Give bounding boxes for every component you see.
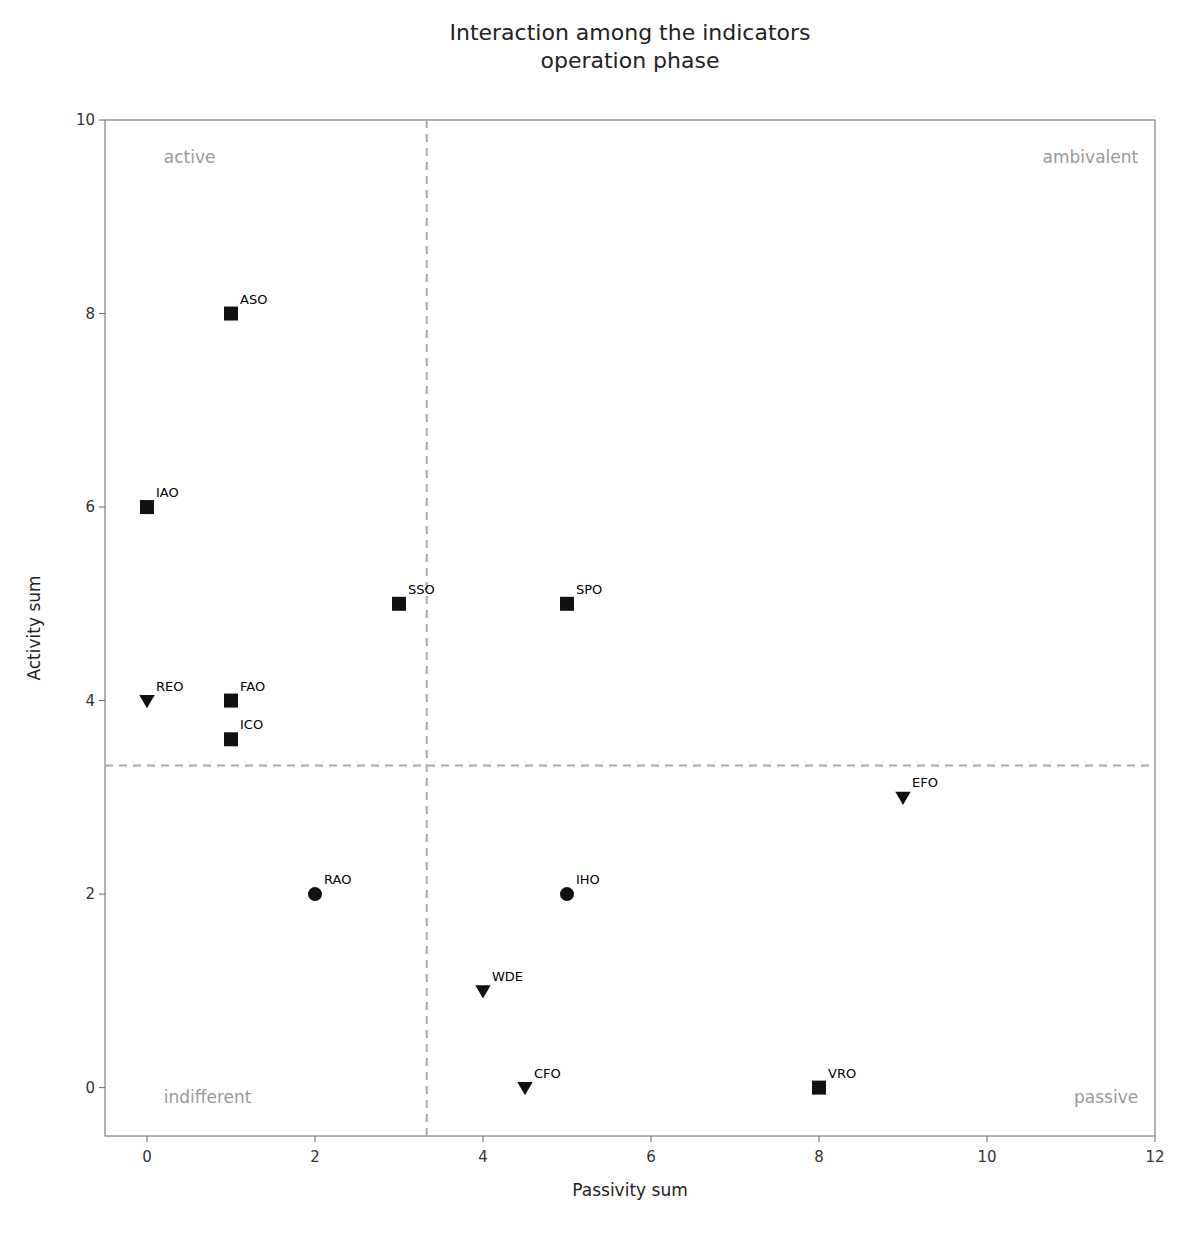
point-label: RAO [324, 872, 351, 887]
y-tick-label: 6 [85, 498, 95, 516]
quadrant-label: active [164, 147, 216, 167]
point [139, 695, 154, 708]
point-label: IHO [576, 872, 600, 887]
plot-frame [105, 120, 1155, 1136]
point [308, 887, 322, 901]
y-tick [99, 1087, 105, 1088]
quadrant-label: ambivalent [1043, 147, 1139, 167]
point [392, 597, 406, 611]
y-tick [99, 507, 105, 508]
point-label: REO [156, 679, 183, 694]
x-tick [651, 1136, 652, 1142]
y-tick [99, 700, 105, 701]
point [140, 500, 154, 514]
plot-area [105, 120, 1155, 1136]
y-tick-label: 10 [76, 111, 95, 129]
x-tick-label: 6 [646, 1148, 656, 1166]
title-line: operation phase [540, 48, 719, 73]
background [0, 0, 1195, 1236]
point-label: FAO [240, 679, 265, 694]
x-tick [987, 1136, 988, 1142]
chart: Interaction among the indicators operatio… [0, 0, 1195, 1236]
point [812, 1081, 826, 1095]
reference-line-vertical [426, 120, 428, 1136]
quadrant-label: passive [1074, 1087, 1138, 1107]
x-tick-label: 10 [977, 1148, 996, 1166]
point-label: SSO [408, 582, 435, 597]
x-tick-label: 4 [478, 1148, 488, 1166]
point-label: SPO [576, 582, 602, 597]
x-tick [147, 1136, 148, 1142]
point-label: IAO [156, 485, 179, 500]
x-tick-label: 8 [814, 1148, 824, 1166]
y-tick-label: 0 [85, 1079, 95, 1097]
reference-line-horizontal [105, 764, 1155, 766]
x-tick-label: 0 [142, 1148, 152, 1166]
point [560, 887, 574, 901]
point [224, 732, 238, 746]
point [224, 694, 238, 708]
x-tick-label: 12 [1145, 1148, 1164, 1166]
y-tick-label: 4 [85, 692, 95, 710]
title-line: Interaction among the indicators [449, 20, 810, 45]
y-tick [99, 894, 105, 895]
point-label: VRO [828, 1066, 856, 1081]
point-label: WDE [492, 969, 523, 984]
y-tick [99, 120, 105, 121]
x-tick-label: 2 [310, 1148, 320, 1166]
y-tick-label: 8 [85, 305, 95, 323]
quadrant-label: indifferent [164, 1087, 252, 1107]
y-tick-label: 2 [85, 885, 95, 903]
point [475, 985, 490, 998]
point [517, 1082, 532, 1095]
point-label: ICO [240, 717, 263, 732]
x-tick [483, 1136, 484, 1142]
x-tick [1155, 1136, 1156, 1142]
point-label: ASO [240, 292, 267, 307]
point [895, 792, 910, 805]
point-label: CFO [534, 1066, 561, 1081]
point [224, 307, 238, 321]
point-label: EFO [912, 775, 938, 790]
point [560, 597, 574, 611]
y-axis-label: Activity sum [24, 575, 44, 680]
y-tick [99, 313, 105, 314]
x-tick [315, 1136, 316, 1142]
x-axis-label: Passivity sum [572, 1180, 687, 1200]
x-tick [819, 1136, 820, 1142]
title: Interaction among the indicators operatio… [449, 20, 810, 73]
